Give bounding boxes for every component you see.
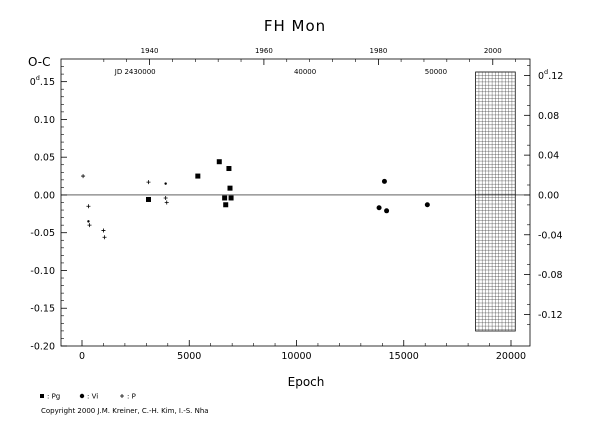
data-point-plus (164, 200, 169, 205)
y-tick-label-sup: d (36, 74, 40, 82)
legend-marker-plus (120, 394, 124, 398)
data-point-square (227, 185, 233, 191)
jd-tick-label: JD 2430000 (114, 68, 156, 76)
x-axis-label: Epoch (288, 375, 325, 389)
y-right-tick-label: 0d.12 (538, 68, 563, 82)
data-point-circle (381, 178, 387, 184)
data-point-square (228, 195, 234, 201)
year-tick-label: 1980 (370, 47, 388, 55)
year-tick-label: 1960 (255, 47, 273, 55)
y-tick-label-part: .15 (40, 77, 55, 88)
data-marks (81, 159, 430, 240)
x-tick-label: 10000 (281, 351, 311, 362)
data-point-circle (424, 202, 430, 208)
x-tick-label: 0 (79, 351, 85, 362)
data-point-square (226, 166, 232, 172)
y-tick-label: 0d.15 (30, 74, 55, 88)
legend: : Pg : Vi : P (40, 393, 136, 401)
legend-label: : Pg (47, 393, 60, 401)
y-right-tick-label: 0.04 (538, 151, 559, 162)
year-tick-label: 1940 (141, 47, 159, 55)
y-right-tick-label: 0.00 (538, 190, 559, 201)
data-point-plus (87, 223, 92, 228)
y-right-tick-label-part: .12 (548, 71, 563, 82)
data-point-circle (384, 208, 390, 214)
data-point-plus (146, 180, 151, 185)
y-axis-label: O-C (28, 55, 51, 69)
data-point-plus (102, 235, 107, 240)
y-tick-label: -0.05 (30, 228, 55, 239)
data-point-square (195, 173, 201, 179)
y-tick-label: 0.00 (34, 190, 55, 201)
data-point-square (145, 196, 151, 202)
y-right-tick-label: -0.12 (538, 310, 563, 321)
y-right-tick-label-sup: d (544, 68, 548, 76)
jd-tick-label: 50000 (425, 68, 447, 76)
data-point-square (223, 202, 229, 208)
data-point-square (222, 195, 228, 201)
copyright-text: Copyright 2000 J.M. Kreiner, C.-H. Kim, … (41, 407, 209, 415)
jd-tick-label: 40000 (294, 68, 316, 76)
data-point-plus (81, 174, 86, 179)
y-tick-label: -0.20 (30, 342, 55, 353)
year-tick-label: 2000 (484, 47, 502, 55)
legend-label: : P (127, 393, 136, 401)
y-tick-label: -0.15 (30, 304, 55, 315)
x-tick-label: 5000 (177, 351, 201, 362)
y-tick-label-part: 0 (30, 77, 36, 88)
y-tick-label: 0.05 (34, 153, 55, 164)
legend-marker-circle (79, 393, 85, 399)
data-point-circle (376, 205, 382, 211)
y-right-tick-label: -0.04 (538, 230, 563, 241)
y-right-tick-label: -0.08 (538, 270, 563, 281)
x-tick-label: 15000 (389, 351, 419, 362)
y-tick-label: 0.10 (34, 115, 55, 126)
data-point-plus (163, 195, 168, 200)
y-right-tick-label: 0.08 (538, 111, 559, 122)
data-point-square (216, 159, 222, 165)
y-tick-label: -0.10 (30, 266, 55, 277)
data-point-plus (86, 204, 91, 209)
data-point-plus (101, 228, 106, 233)
x-tick-label: 20000 (496, 351, 526, 362)
axis-ticks: 0 5000 10000 15000 200000d.150.100.050.00-0.… (30, 47, 564, 362)
data-point-dot (87, 220, 90, 223)
legend-marker-square (40, 394, 44, 398)
future-region-grid (475, 71, 516, 332)
data-point-dot (164, 182, 167, 185)
legend-label: : Vi (87, 393, 98, 401)
chart-title: FH Mon (264, 17, 326, 35)
y-right-tick-label-part: 0 (538, 71, 544, 82)
